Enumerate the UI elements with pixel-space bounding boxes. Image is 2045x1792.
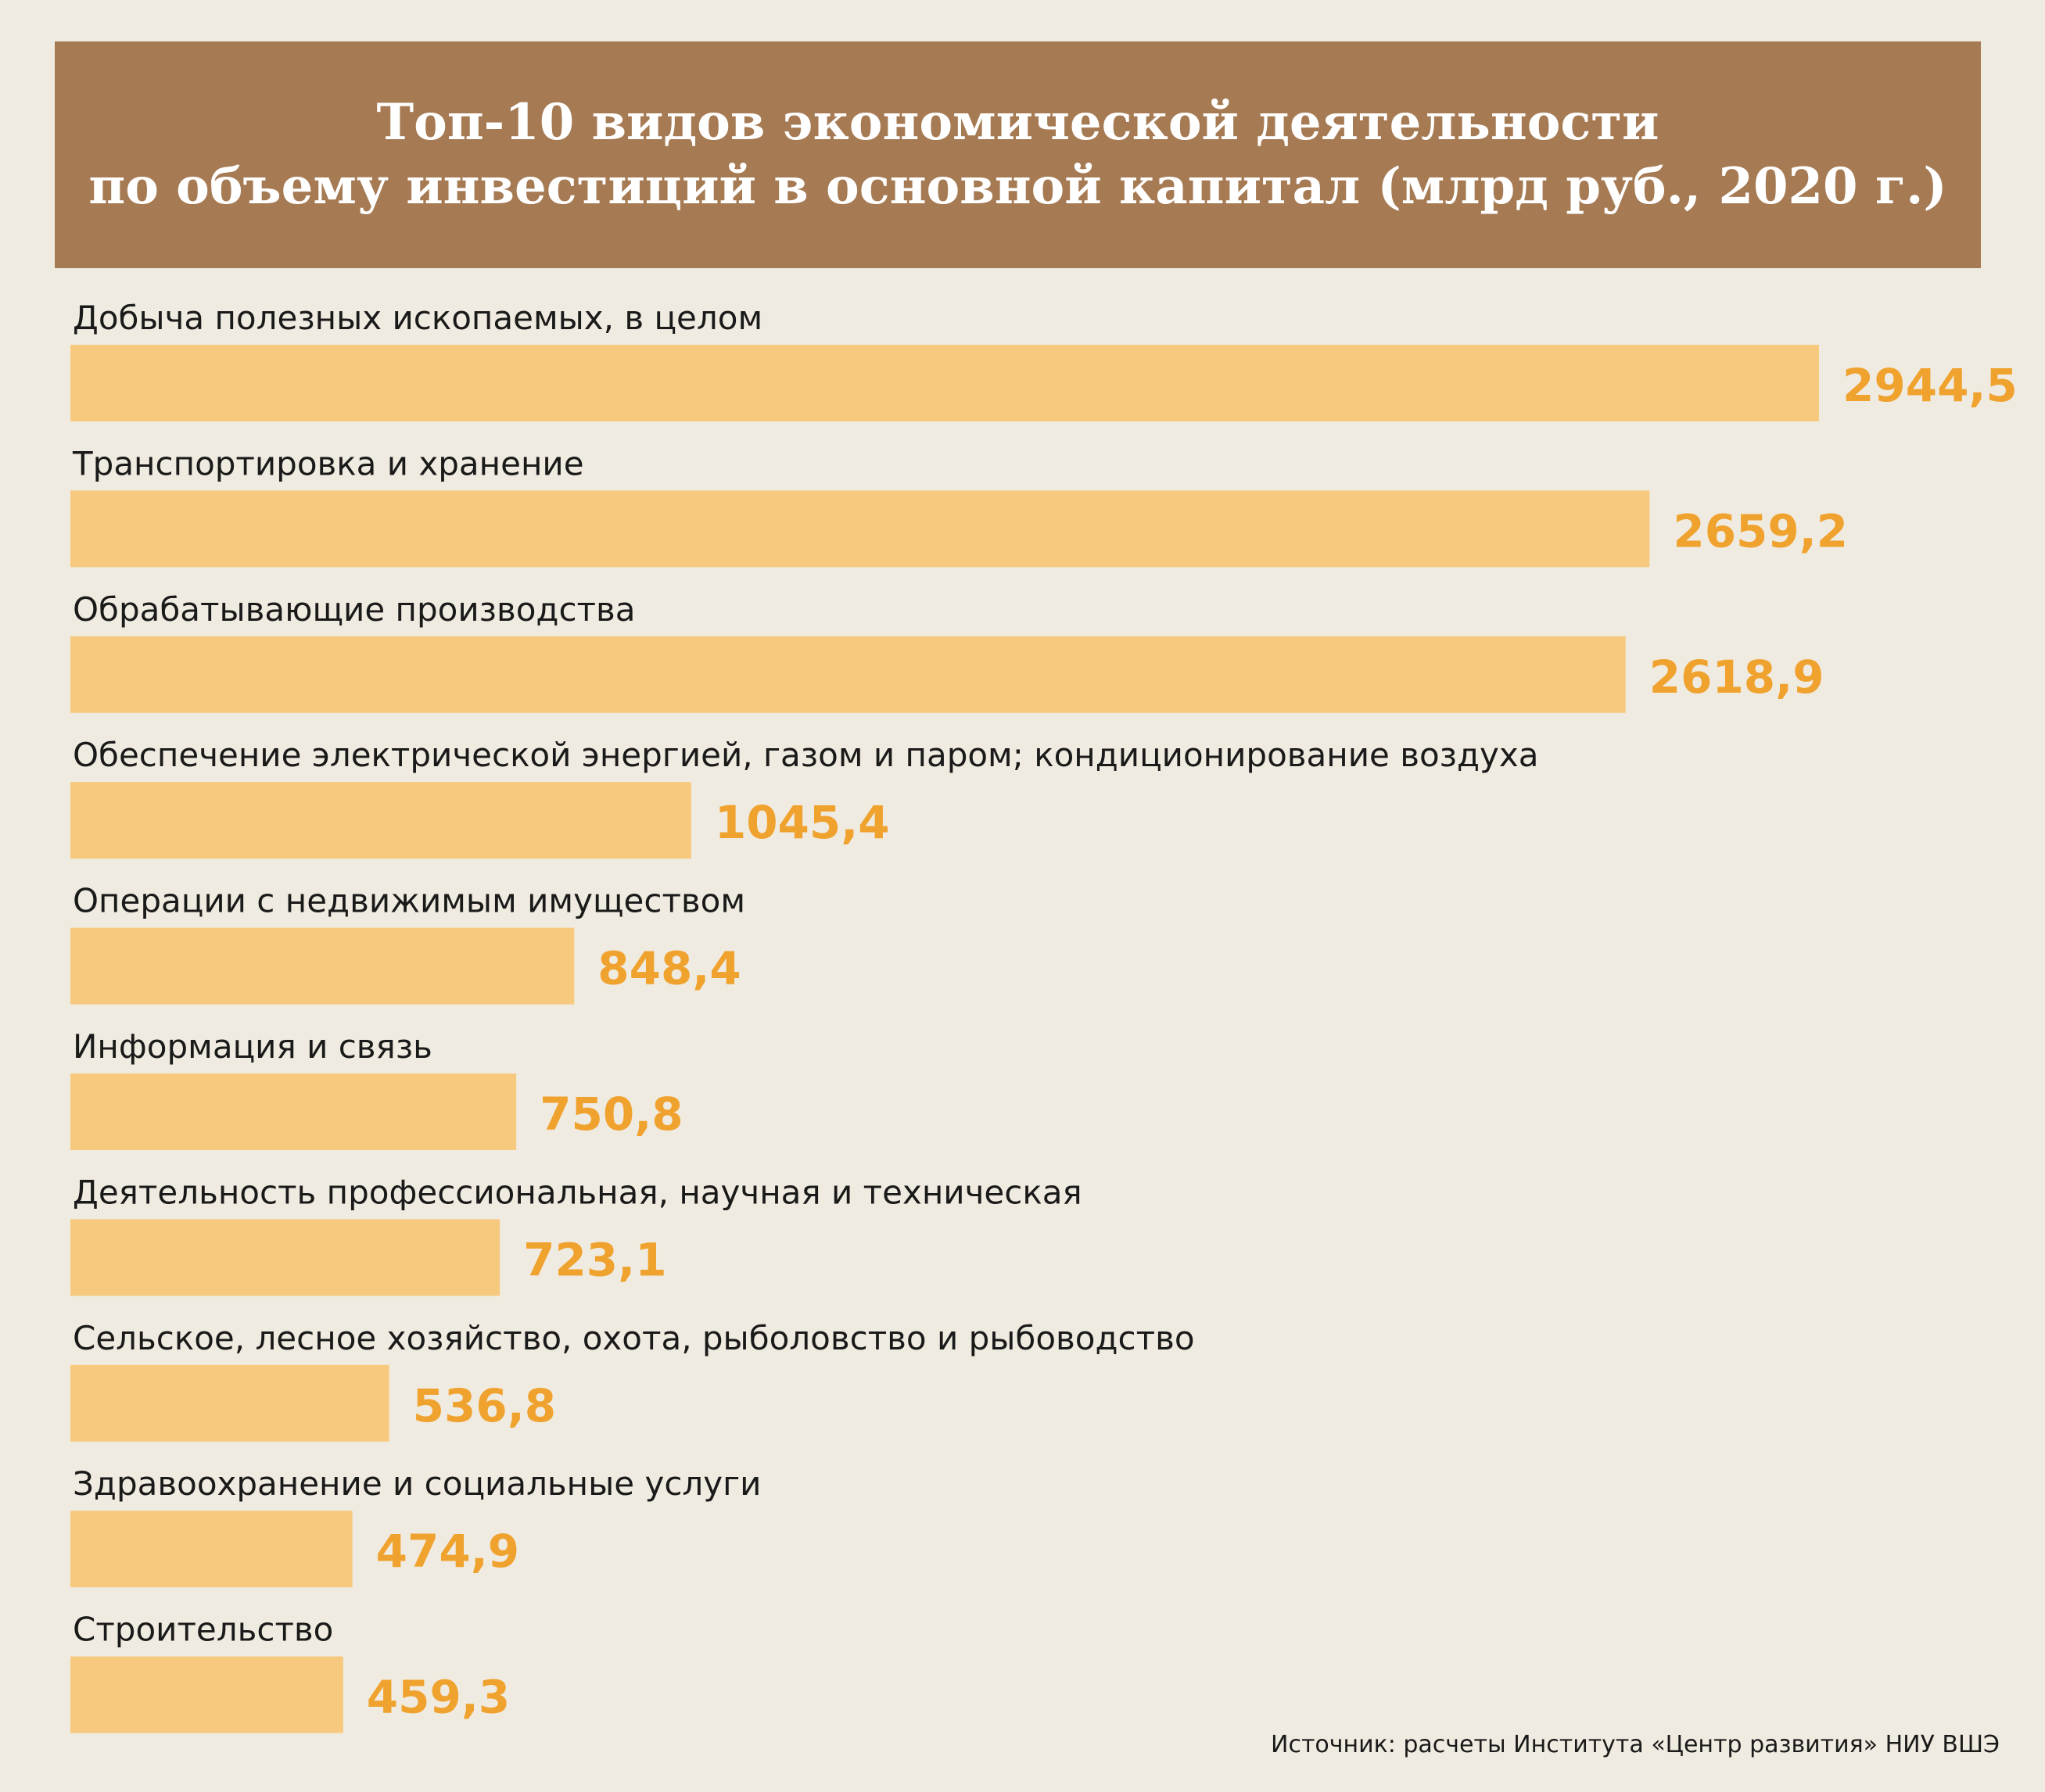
bar bbox=[70, 1364, 389, 1442]
bar bbox=[70, 782, 691, 859]
value-label: 474,9 bbox=[376, 1525, 519, 1578]
category-label: Деятельность профессиональная, научная и… bbox=[73, 1173, 1082, 1211]
chart-title-line-2: по объему инвестиций в основной капитал … bbox=[88, 157, 1947, 216]
value-label: 848,4 bbox=[597, 942, 741, 995]
value-label: 1045,4 bbox=[715, 796, 890, 849]
bar bbox=[70, 1656, 343, 1733]
category-label: Обрабатывающие производства bbox=[73, 590, 636, 629]
category-label: Операции с недвижимым имуществом bbox=[73, 882, 745, 920]
bar bbox=[70, 1219, 500, 1296]
category-label: Обеспечение электрической энергией, газо… bbox=[73, 736, 1539, 774]
value-label: 459,3 bbox=[367, 1671, 510, 1724]
category-label: Сельское, лесное хозяйство, охота, рыбол… bbox=[73, 1319, 1195, 1357]
bar bbox=[70, 636, 1626, 713]
chart-title-line-1: Топ-10 видов экономической деятельности bbox=[376, 93, 1659, 152]
category-label: Строительство bbox=[73, 1611, 333, 1649]
category-label: Здравоохранение и социальные услуги bbox=[73, 1464, 761, 1503]
chart-title: Топ-10 видов экономической деятельности … bbox=[55, 41, 1981, 268]
category-label: Транспортировка и хранение bbox=[72, 444, 584, 482]
bar bbox=[70, 1511, 353, 1588]
bar bbox=[70, 345, 1819, 421]
bar bbox=[70, 490, 1650, 568]
bar bbox=[70, 927, 575, 1005]
category-label: Добыча полезных ископаемых, в целом bbox=[73, 299, 762, 337]
value-label: 2618,9 bbox=[1649, 650, 1824, 704]
value-label: 536,8 bbox=[413, 1379, 556, 1432]
source-note: Источник: расчеты Института «Центр разви… bbox=[1271, 1731, 2000, 1758]
value-label: 723,1 bbox=[523, 1233, 666, 1286]
value-label: 2944,5 bbox=[1842, 359, 2018, 412]
value-label: 750,8 bbox=[540, 1088, 683, 1141]
value-label: 2659,2 bbox=[1673, 504, 1848, 557]
bar bbox=[70, 1073, 517, 1150]
category-label: Информация и связь bbox=[73, 1027, 432, 1066]
